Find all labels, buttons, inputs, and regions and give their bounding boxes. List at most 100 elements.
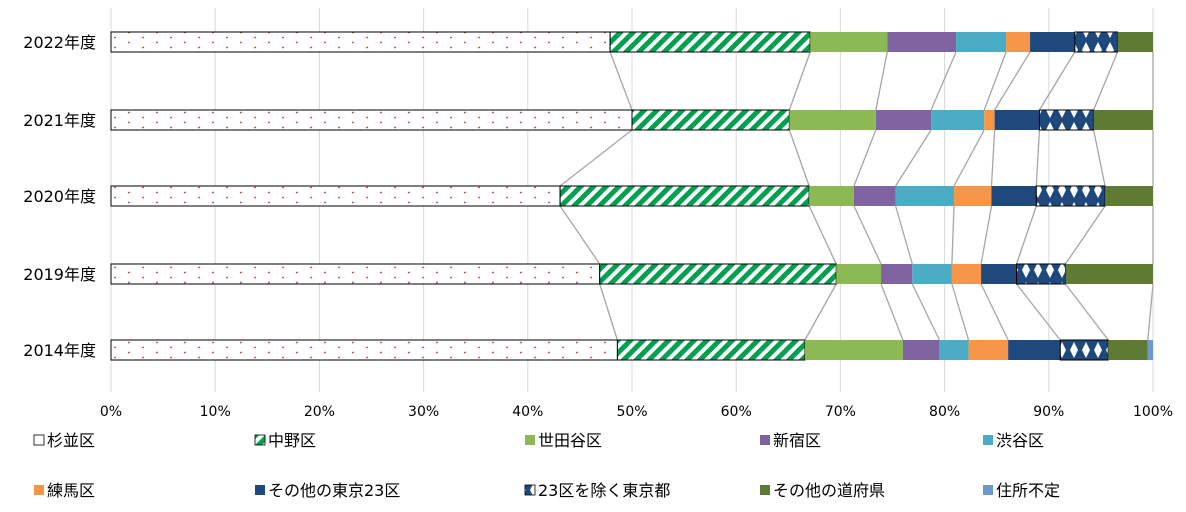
legend-swatch — [525, 435, 535, 445]
connector-line — [1015, 283, 1061, 341]
connector-line — [994, 51, 1031, 111]
connector-line — [808, 205, 837, 265]
legend-item-6: その他の東京23区 — [255, 481, 400, 500]
legend-item-2: 世田谷区 — [525, 431, 602, 450]
connector-line — [990, 129, 996, 187]
connector-line — [895, 129, 932, 187]
connector-line — [1093, 51, 1119, 111]
bar-segment-2021--4 — [931, 110, 985, 130]
connector-line — [953, 129, 985, 187]
legend-item-5: 練馬区 — [34, 481, 95, 500]
bar-segment-2022--6 — [1030, 32, 1075, 52]
bar-segment-2014--7 — [1059, 339, 1109, 361]
bar-segment-2020--4 — [895, 186, 954, 206]
connector-line — [1064, 283, 1109, 341]
connector-line — [980, 205, 993, 265]
x-tick-label: 50% — [616, 404, 647, 420]
bar-segment-2021--7 — [1038, 109, 1095, 131]
legend-item-3: 新宿区 — [760, 431, 821, 450]
legend-swatch — [255, 485, 265, 495]
connector-line — [1035, 129, 1041, 187]
legend-swatch — [524, 484, 536, 496]
bar-segment-2020--0 — [110, 185, 561, 207]
legend-item-1: 中野区 — [254, 431, 316, 450]
category-label: 2022年度 — [23, 33, 96, 52]
category-axis-labels: 2022年度 2021年度 2020年度 2019年度 2014年度 — [23, 33, 96, 360]
bar-segment-2021--8 — [1093, 110, 1153, 130]
legend-label: 中野区 — [268, 431, 316, 450]
bar-segment-2020--2 — [809, 186, 854, 206]
legend-swatch — [33, 434, 45, 446]
legend-swatch — [983, 485, 993, 495]
x-tick-label: 100% — [1133, 404, 1173, 420]
connector-line — [559, 205, 601, 265]
bar-segment-2022--4 — [956, 32, 1007, 52]
bar-segment-2014--3 — [902, 340, 940, 360]
legend-item-0: 杉並区 — [33, 431, 95, 450]
bar-segment-2021--5 — [984, 110, 995, 130]
bar-segment-2020--3 — [853, 186, 896, 206]
x-tick-label: 90% — [1033, 404, 1064, 420]
connector-line — [599, 283, 619, 341]
connector-line — [1064, 205, 1106, 265]
legend-swatch — [760, 485, 770, 495]
legend-label: 住所不定 — [996, 481, 1060, 500]
connector-line — [880, 283, 904, 341]
bar-segment-2019--0 — [110, 263, 601, 285]
legend-label: 世田谷区 — [538, 431, 602, 450]
bar-segment-2021--1 — [631, 109, 790, 131]
bar-segment-2019--3 — [881, 264, 913, 284]
legend-label: 23区を除く東京都 — [538, 481, 670, 500]
x-tick-label: 60% — [721, 404, 752, 420]
category-label: 2020年度 — [23, 187, 96, 206]
bar-segment-2021--3 — [875, 110, 932, 130]
legend-label: 杉並区 — [47, 431, 95, 450]
bar-segment-2014--2 — [804, 340, 903, 360]
x-tick-label: 10% — [200, 404, 231, 420]
bar-segment-2022--1 — [609, 31, 811, 53]
legend-item-9: 住所不定 — [983, 481, 1060, 500]
bars — [110, 31, 1153, 361]
connector-line — [895, 205, 913, 265]
category-label: 2021年度 — [23, 111, 96, 130]
bar-segment-2019--5 — [951, 264, 982, 284]
connector-line — [853, 129, 877, 187]
legend-swatch — [983, 435, 993, 445]
connector-line — [1092, 129, 1106, 187]
x-tick-label: 40% — [512, 404, 543, 420]
legend-label: 練馬区 — [47, 481, 95, 500]
connector-line — [609, 51, 633, 111]
connector-line — [1147, 283, 1154, 341]
connector-line — [804, 283, 837, 341]
legend-item-7: 23区を除く東京都 — [524, 481, 670, 500]
bar-segment-2020--5 — [953, 186, 992, 206]
bar-segment-2014--4 — [939, 340, 969, 360]
bar-segment-2020--6 — [991, 186, 1037, 206]
connector-line — [1015, 205, 1037, 265]
bar-segment-2019--8 — [1065, 264, 1153, 284]
bar-segment-2014--1 — [616, 339, 806, 361]
x-tick-label: 0% — [100, 404, 122, 420]
connector-line — [1038, 51, 1076, 111]
category-label: 2019年度 — [23, 265, 96, 284]
connector-line — [559, 129, 633, 187]
connector-line — [911, 283, 940, 341]
connector-line — [951, 283, 970, 341]
legend-label: 新宿区 — [773, 431, 821, 450]
bar-segment-2014--5 — [968, 340, 1009, 360]
bar-segment-2021--6 — [994, 110, 1040, 130]
bar-segment-2014--6 — [1008, 340, 1061, 360]
x-tick-label: 20% — [304, 404, 335, 420]
x-tick-label: 30% — [408, 404, 439, 420]
connector-line — [875, 51, 888, 111]
connector-line — [788, 51, 811, 111]
bar-segment-2022--7 — [1074, 31, 1119, 53]
legend-item-8: その他の道府県 — [760, 481, 885, 500]
series-connector-lines — [559, 51, 1154, 341]
legend-swatch — [34, 485, 44, 495]
bar-segment-2022--0 — [110, 31, 611, 53]
connector-line — [980, 283, 1009, 341]
